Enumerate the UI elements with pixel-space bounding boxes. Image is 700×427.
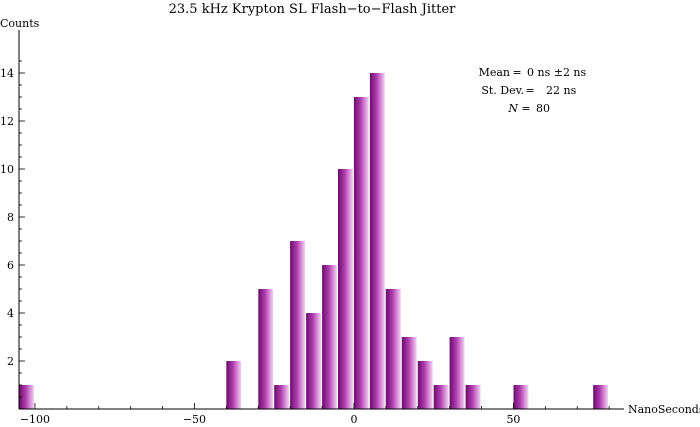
- x-axis-label: NanoSeconds: [628, 403, 700, 416]
- histogram-bar: [433, 385, 449, 409]
- histogram-bar: [353, 97, 369, 409]
- stdev-label: St. Dev.: [481, 84, 524, 97]
- histogram-bar: [465, 385, 481, 409]
- histogram-bar: [338, 169, 353, 409]
- x-tick-label: −100: [20, 413, 50, 426]
- histogram-bar: [306, 313, 321, 409]
- histogram-bar: [385, 289, 401, 409]
- n-label: N: [507, 102, 518, 115]
- y-tick-label: 10: [0, 163, 14, 176]
- n-equals: =: [521, 102, 530, 115]
- mean-equals: =: [512, 66, 521, 79]
- histogram-bar: [322, 265, 337, 409]
- histogram-bar: [226, 361, 242, 409]
- n-value: 80: [536, 102, 550, 115]
- histogram-bar: [369, 73, 385, 409]
- histogram-bar: [19, 385, 34, 409]
- histogram-bar: [290, 241, 306, 409]
- histogram-bar: [417, 361, 433, 409]
- y-tick-label: 4: [7, 307, 14, 320]
- histogram-bar: [593, 385, 609, 409]
- y-tick-label: 2: [7, 355, 14, 368]
- mean-value: 0 ns ±2 ns: [527, 66, 587, 79]
- histogram-bar: [274, 385, 290, 409]
- bars-group: [19, 73, 609, 409]
- chart-title: 23.5 kHz Krypton SL Flash−to−Flash Jitte…: [169, 2, 457, 17]
- y-tick-label: 14: [0, 67, 14, 80]
- mean-label: Mean: [479, 66, 510, 79]
- y-tick-label: 6: [7, 259, 14, 272]
- axes-group: −100 −50 0 50 2 4 6 8 10 12 14: [0, 30, 624, 426]
- stdev-equals: =: [525, 84, 534, 97]
- x-tick-label: 50: [506, 413, 520, 426]
- x-tick-label: −50: [183, 413, 206, 426]
- stats-annotation: Mean = 0 ns ±2 ns St. Dev. = 22 ns N = 8…: [479, 66, 587, 115]
- histogram-bar: [401, 337, 417, 409]
- histogram-bar: [513, 385, 529, 409]
- y-axis-label: Counts: [0, 17, 40, 30]
- x-tick-label: 0: [350, 413, 357, 426]
- y-tick-label: 8: [7, 211, 14, 224]
- histogram-bar: [258, 289, 274, 409]
- histogram-bar: [449, 337, 465, 409]
- stdev-value: 22 ns: [546, 84, 577, 97]
- y-tick-label: 12: [0, 115, 14, 128]
